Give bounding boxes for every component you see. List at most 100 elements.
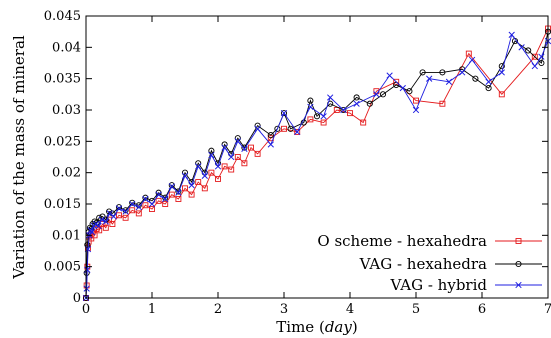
data-point [386,72,393,79]
data-point [254,125,261,132]
data-point [195,163,202,170]
data-point [221,163,228,170]
x-axis-title-suffix: ) [352,318,358,336]
data-point [327,94,334,101]
y-tick-label: 0.005 [44,260,81,275]
data-point [281,125,287,132]
data-point [468,56,476,64]
y-tick-label: 0.045 [44,9,81,24]
data-point [485,78,492,85]
data-point [465,50,472,57]
data-point [518,44,525,51]
data-point [445,78,453,85]
data-point [162,195,169,203]
data-point [340,106,347,114]
y-axis: 0 0.005 0.01 0.015 0.02 0.025 0.03 0.035 0.04 0.0… [44,9,548,306]
data-point [254,150,261,157]
data-point [201,172,208,179]
data-point [115,204,123,211]
data-point [412,106,420,114]
data-point [102,218,109,225]
data-point [498,69,505,76]
x-tick-label: 5 [412,302,420,317]
x-tick-label: 4 [346,302,354,317]
data-point [84,266,91,273]
data-point [228,153,235,161]
data-point [168,182,175,189]
data-point [88,229,96,236]
data-point [201,185,208,192]
plot-frame [85,15,549,299]
data-point [294,128,301,135]
legend-label: VAG - hexahedra [359,255,487,273]
data-point [162,201,169,207]
data-point [96,214,103,221]
data-point [110,213,117,220]
y-tick-label: 0.015 [44,197,81,212]
plot-content [82,25,551,302]
data-point [439,69,446,76]
data-point [340,106,347,114]
data-point [307,116,314,123]
x-tick-label: 1 [148,302,156,317]
data-point [149,206,155,212]
data-point [106,210,113,217]
series-3 [82,31,551,302]
data-point [307,103,314,111]
y-tick-label: 0.035 [44,72,81,87]
data-point [353,100,360,107]
data-point [181,172,189,179]
data-point [228,166,235,173]
data-point [439,100,446,107]
data-point [215,175,221,182]
data-point [175,188,182,195]
data-point [347,110,353,117]
x-axis-title: Time (day) [276,318,357,336]
data-point [360,119,367,126]
data-point [95,222,102,230]
data-point [538,59,545,67]
data-point [234,138,241,145]
y-tick-label: 0.03 [52,103,81,118]
legend: O scheme - hexahedra VAG - hexahedra VAG -… [317,232,542,294]
data-point [135,203,142,211]
data-point [102,216,109,223]
data-point [313,113,321,120]
data-point [531,62,538,70]
data-point [122,208,129,215]
data-point [98,216,105,223]
data-point [459,69,466,76]
legend-label: O scheme - hexahedra [317,232,487,250]
data-point [498,63,505,70]
y-axis-title: Variation of the mass of mineral [10,35,28,280]
data-point [142,202,149,209]
legend-marker [515,260,522,268]
data-point [399,84,406,92]
y-tick-label: 0 [73,291,81,306]
data-point [531,53,538,60]
data-point [214,163,222,170]
x-tick-label: 7 [544,302,551,317]
data-point [83,285,90,292]
y-tick-label: 0.025 [44,134,81,149]
x-tick-label: 6 [478,302,486,317]
data-point [508,31,515,38]
data-point [188,191,195,198]
x-tick-label: 0 [82,302,90,317]
data-point [168,183,175,190]
data-point [115,205,123,212]
y-tick-label: 0.02 [52,166,81,181]
series-line [85,33,549,299]
data-point [175,189,182,196]
data-point [525,47,532,54]
data-point [426,75,433,82]
legend-marker [515,238,522,244]
data-point [155,191,162,198]
data-point [102,224,109,231]
data-point [373,91,380,98]
data-point [287,125,294,132]
x-tick-label: 3 [280,302,288,317]
data-point [320,113,327,120]
data-point [241,160,248,167]
data-point [419,69,426,76]
